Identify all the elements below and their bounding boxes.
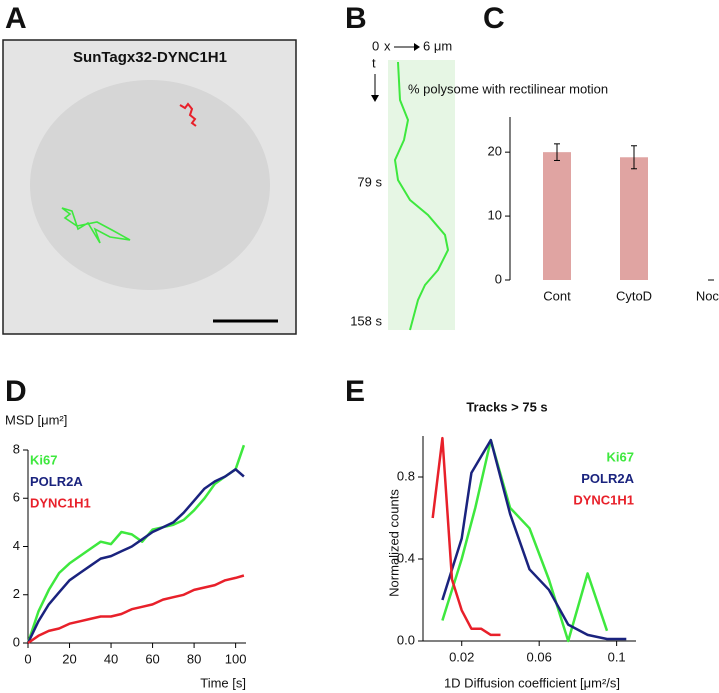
time-label: 158 s xyxy=(350,313,382,328)
x-axis-label: Time [s] xyxy=(200,675,246,690)
y-tick-label: 20 xyxy=(488,144,502,159)
y-tick-label: 10 xyxy=(488,208,502,223)
y-tick-label: 0 xyxy=(13,634,20,649)
y-tick-label: 2 xyxy=(13,586,20,601)
x-tick-label: 0.06 xyxy=(527,649,552,664)
chart-title: Tracks > 75 s xyxy=(466,399,547,414)
panel-letter: B xyxy=(345,2,367,35)
axis-label: t xyxy=(372,55,376,70)
x-tick-label: Cont xyxy=(543,288,571,303)
x-tick-label: 80 xyxy=(187,651,201,666)
x-tick-label: CytoD xyxy=(616,288,652,303)
track xyxy=(179,102,197,127)
y-tick-label: 0.0 xyxy=(397,632,415,647)
kymograph xyxy=(388,60,455,330)
arrow-head xyxy=(371,95,379,102)
y-axis-label: Normalized counts xyxy=(386,489,401,597)
x-tick-label: 0 xyxy=(24,651,31,666)
y-tick-label: 4 xyxy=(13,538,20,553)
time-label: 79 s xyxy=(357,174,382,189)
x-axis-label: 1D Diffusion coefficient [μm²/s] xyxy=(444,675,620,690)
x-tick-label: 20 xyxy=(62,651,76,666)
bar xyxy=(620,157,648,280)
legend-entry: Ki67 xyxy=(30,452,57,467)
axis-label: 0 xyxy=(372,38,379,53)
panel-letter: C xyxy=(483,2,505,35)
arrow-head xyxy=(414,43,420,51)
legend-entry: Ki67 xyxy=(607,449,634,464)
x-tick-label: 0.1 xyxy=(608,649,626,664)
x-tick-label: 100 xyxy=(225,651,247,666)
panel-letter: A xyxy=(5,2,27,35)
track xyxy=(61,207,131,244)
series-line xyxy=(441,438,627,641)
series-line xyxy=(26,468,245,644)
y-axis-label: MSD [μm²] xyxy=(5,412,67,427)
legend-entry: POLR2A xyxy=(581,471,634,486)
series-line xyxy=(26,444,246,644)
axis-label: x xyxy=(384,38,391,53)
bar xyxy=(543,152,571,280)
legend-entry: POLR2A xyxy=(30,474,83,489)
kymo-trace xyxy=(393,61,450,331)
x-tick-label: 0.02 xyxy=(449,649,474,664)
image-title: SunTagx32-DYNC1H1 xyxy=(73,49,227,66)
axis-label: 6 μm xyxy=(423,38,452,53)
cell xyxy=(30,80,270,290)
y-tick-label: 0.4 xyxy=(397,550,415,565)
legend-entry: DYNC1H1 xyxy=(30,495,91,510)
y-tick-label: 0 xyxy=(495,271,502,286)
x-tick-label: 60 xyxy=(145,651,159,666)
y-tick-label: 0.8 xyxy=(397,468,415,483)
y-tick-label: 8 xyxy=(13,441,20,456)
series-line xyxy=(27,574,245,645)
panel-letter: E xyxy=(345,375,365,408)
panel-letter: D xyxy=(5,375,27,408)
x-tick-label: 40 xyxy=(104,651,118,666)
chart-title: % polysome with rectilinear motion xyxy=(408,81,608,96)
series-line xyxy=(441,438,609,643)
y-tick-label: 6 xyxy=(13,490,20,505)
x-tick-label: Noco xyxy=(696,288,719,303)
legend-entry: DYNC1H1 xyxy=(573,492,634,507)
series-line xyxy=(431,436,501,637)
